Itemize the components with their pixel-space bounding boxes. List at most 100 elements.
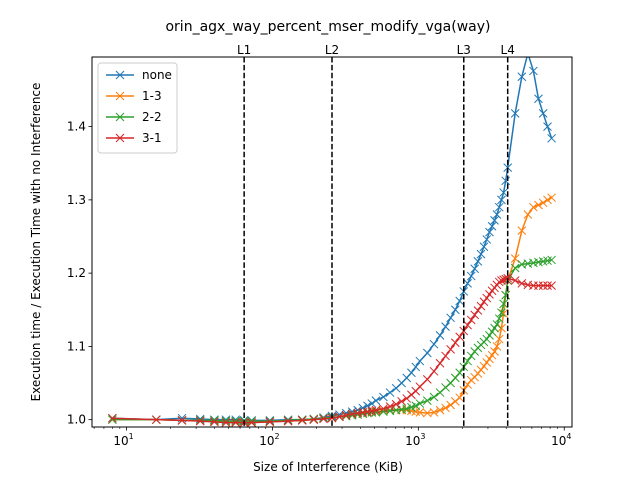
y-tick-label: 1.0 <box>67 413 86 427</box>
data-point <box>247 416 256 426</box>
data-point <box>543 281 552 290</box>
data-point <box>487 350 497 360</box>
data-point <box>441 322 450 331</box>
data-point <box>482 334 492 344</box>
data-point <box>492 342 502 351</box>
data-point <box>415 382 425 392</box>
data-point <box>108 415 117 425</box>
x-tick-label: 103 <box>405 432 425 448</box>
data-point <box>497 195 506 205</box>
data-point <box>450 397 460 406</box>
data-point <box>379 404 388 414</box>
data-point <box>108 413 117 423</box>
data-point <box>497 308 506 318</box>
data-point <box>479 361 489 371</box>
data-point <box>466 351 476 361</box>
data-point <box>485 354 494 364</box>
y-axis-label: Execution time / Execution Time with no … <box>29 83 43 402</box>
data-point <box>482 358 492 367</box>
legend-item: none <box>106 68 172 82</box>
data-point <box>529 202 538 212</box>
data-point <box>407 368 416 378</box>
data-point <box>492 320 502 329</box>
legend-box <box>97 62 178 154</box>
data-point <box>482 235 492 244</box>
data-point <box>547 133 556 143</box>
data-point <box>510 263 520 273</box>
data-point <box>529 66 538 76</box>
plot-area <box>108 57 556 427</box>
x-axis-label: Size of Interference (KiB) <box>253 460 403 474</box>
data-point <box>385 402 395 411</box>
data-point <box>523 57 533 58</box>
data-point <box>195 416 205 426</box>
data-point <box>463 380 472 389</box>
data-point <box>517 279 527 288</box>
data-point <box>466 271 476 281</box>
data-point <box>482 293 492 303</box>
data-point <box>450 373 460 383</box>
data-point <box>177 416 187 425</box>
data-point <box>543 122 552 131</box>
data-point <box>463 356 472 366</box>
data-point <box>523 210 533 219</box>
data-point <box>210 417 219 427</box>
data-point <box>429 407 439 417</box>
data-point <box>319 414 328 424</box>
data-point <box>441 351 450 361</box>
data-point <box>466 315 476 325</box>
data-point <box>450 338 460 348</box>
data-point <box>490 347 499 356</box>
y-tick-label: 1.3 <box>67 193 86 207</box>
data-point <box>543 195 552 205</box>
data-point <box>492 210 502 219</box>
data-point <box>391 399 401 409</box>
data-point <box>538 109 548 118</box>
data-point <box>422 396 432 405</box>
data-point <box>210 416 219 425</box>
data-point <box>455 296 465 306</box>
data-point <box>429 339 439 349</box>
data-point <box>309 415 319 425</box>
data-point <box>487 221 497 231</box>
data-point <box>435 358 445 368</box>
data-point <box>547 255 556 265</box>
data-point <box>499 188 508 197</box>
data-point <box>231 418 241 427</box>
data-point <box>517 226 527 235</box>
data-point <box>429 366 439 376</box>
legend-label: none <box>142 68 172 82</box>
x-tick-exponent: 1 <box>129 432 134 441</box>
data-point <box>435 405 445 415</box>
legend-item: 1-3 <box>106 89 162 103</box>
data-point <box>402 404 412 414</box>
data-point <box>446 400 455 410</box>
x-tick-exponent: 3 <box>420 432 425 441</box>
data-point <box>490 216 499 225</box>
data-point <box>479 242 489 252</box>
data-point <box>327 413 337 423</box>
data-point <box>534 200 543 210</box>
data-point <box>510 109 520 118</box>
data-point <box>407 390 416 400</box>
legend-label: 3-1 <box>142 131 162 145</box>
data-point <box>463 279 472 288</box>
data-point <box>283 416 293 426</box>
data-point <box>231 416 241 426</box>
data-point <box>510 254 520 263</box>
y-tick-label: 1.1 <box>67 339 86 353</box>
data-point <box>476 365 486 375</box>
cache-level-label: L1 <box>237 43 251 57</box>
data-point <box>517 72 527 82</box>
x-tick-exponent: 4 <box>566 432 571 441</box>
data-point <box>115 91 125 101</box>
data-point <box>547 193 556 203</box>
data-point <box>487 327 497 337</box>
data-point <box>371 396 381 405</box>
data-point <box>476 249 486 259</box>
data-point <box>397 397 406 406</box>
data-point <box>485 227 494 237</box>
data-point <box>494 334 504 344</box>
cache-level-label: L2 <box>325 43 339 57</box>
